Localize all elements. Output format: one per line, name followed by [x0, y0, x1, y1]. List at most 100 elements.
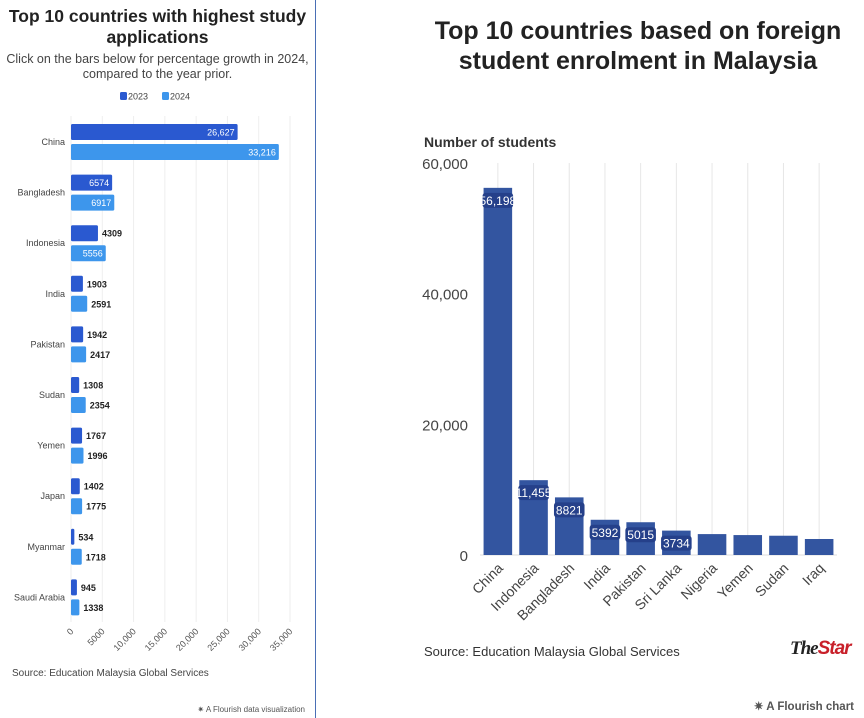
y-axis-label: Number of students [424, 134, 557, 150]
data-label: 26,627 [207, 128, 235, 138]
data-label-bg [661, 535, 692, 551]
data-label: 11,455 [516, 486, 552, 500]
right-bar-chart: 020,00040,00060,00056,198China11,455Indo… [422, 156, 837, 623]
bar-2023 [71, 124, 238, 140]
y-tick-label: 20,000 [422, 417, 468, 434]
bar [804, 538, 834, 555]
category-label: Bangladesh [17, 188, 65, 198]
category-label: China [41, 137, 65, 147]
bar [769, 535, 798, 555]
left-chart-subtitle: Click on the bars below for percentage g… [6, 52, 309, 81]
x-tick-label: 15,000 [143, 626, 170, 653]
x-tick-label: Sudan [752, 560, 792, 600]
category-label: Pakistan [30, 339, 65, 349]
left-credit[interactable]: ✷ A Flourish data visualization [197, 705, 305, 714]
thestar-logo: TheStar [790, 638, 852, 659]
category-label: India [45, 289, 65, 299]
right-chart-title: Top 10 countries based on foreign studen… [434, 17, 842, 75]
legend-label-2023: 2023 [128, 92, 148, 102]
x-tick-label: 25,000 [205, 626, 232, 653]
x-tick-label: 35,000 [268, 626, 295, 653]
data-label: 8821 [556, 503, 583, 517]
data-label: 2417 [90, 350, 110, 360]
data-label: 1942 [87, 330, 107, 340]
bar-2023 [71, 478, 80, 495]
x-tick-label: 30,000 [237, 626, 264, 653]
data-label: 33,216 [248, 148, 276, 158]
bar-2024 [71, 144, 279, 160]
bar-2023 [71, 225, 98, 242]
right-chart-panel: Top 10 countries based on foreign studen… [318, 0, 864, 718]
bar-2023 [71, 326, 84, 343]
bar-2023 [71, 174, 113, 191]
legend-label-2024: 2024 [170, 92, 190, 102]
y-tick-label: 60,000 [422, 156, 468, 173]
bar [733, 535, 763, 555]
left-chart-title: Top 10 countries with highest study appl… [8, 6, 307, 47]
bar-2024 [71, 498, 83, 515]
data-label: 1402 [84, 482, 104, 492]
right-source: Source: Education Malaysia Global Servic… [424, 644, 680, 659]
data-label-bg [482, 192, 514, 208]
data-label: 534 [78, 532, 93, 542]
data-label: 3734 [663, 537, 690, 551]
data-label: 5015 [627, 528, 654, 542]
data-label: 6574 [89, 178, 109, 188]
x-tick-label: 10,000 [111, 626, 138, 653]
bar-2023 [71, 377, 80, 393]
bar-2023 [71, 427, 83, 444]
left-bar-chart: 2023 2024 0 5000 10,000 15,000 20,000 25,000 30,… [14, 92, 295, 653]
bar-2023 [71, 528, 75, 545]
bar-2024 [71, 397, 86, 413]
data-label: 6917 [91, 198, 111, 208]
bar-2024 [71, 447, 84, 464]
legend-swatch-2023 [120, 92, 127, 100]
data-label: 1996 [87, 451, 107, 461]
bar-2024 [71, 295, 88, 312]
x-tick-label: 0 [65, 626, 76, 637]
data-label: 1338 [83, 603, 103, 613]
bar-2024 [71, 245, 106, 262]
data-label-bg [518, 485, 549, 501]
bar [483, 187, 513, 556]
data-label: 56,198 [479, 194, 516, 208]
data-label: 1767 [86, 431, 106, 441]
data-label: 4309 [102, 229, 122, 239]
y-tick-label: 40,000 [422, 287, 468, 304]
left-chart-panel: Top 10 countries with highest study appl… [0, 0, 316, 718]
category-label: Japan [40, 491, 65, 501]
right-credit[interactable]: ✷ A Flourish chart [753, 701, 854, 713]
flourish-icon: ✷ [753, 701, 767, 713]
data-label: 5556 [83, 249, 103, 259]
data-label: 1775 [86, 502, 106, 512]
data-label: 945 [81, 583, 96, 593]
y-tick-label: 0 [460, 548, 468, 565]
x-tick-label: Yemen [714, 560, 756, 602]
left-source: Source: Education Malaysia Global Servic… [12, 668, 209, 679]
bar-2024 [71, 548, 82, 565]
bar-2024 [71, 346, 87, 363]
data-label: 1308 [83, 381, 103, 391]
bar-2024 [71, 194, 115, 211]
data-label: 2354 [90, 401, 110, 411]
flourish-icon: ✷ [197, 705, 206, 714]
category-label: Indonesia [26, 238, 65, 248]
bar-2023 [71, 275, 83, 292]
x-tick-label: 20,000 [174, 626, 201, 653]
data-label-bg [553, 502, 585, 518]
data-label: 5392 [592, 526, 619, 540]
x-tick-label: Nigeria [677, 560, 720, 603]
data-label: 1718 [86, 552, 106, 562]
x-tick-label: 5000 [85, 626, 106, 647]
data-label: 1903 [87, 279, 107, 289]
category-label: Saudi Arabia [14, 592, 65, 602]
data-label-bg [625, 527, 656, 543]
x-tick-label: Iraq [799, 560, 827, 588]
data-label: 2591 [91, 299, 111, 309]
category-label: Yemen [37, 441, 65, 451]
legend-swatch-2024 [162, 92, 169, 100]
bar-2024 [71, 599, 80, 616]
bar-2023 [71, 579, 77, 596]
bar [697, 534, 727, 555]
category-label: Sudan [39, 390, 65, 400]
